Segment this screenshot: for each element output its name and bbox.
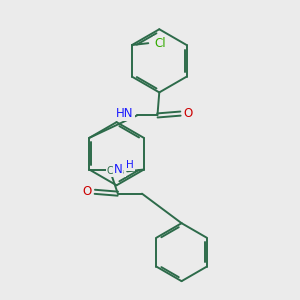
Text: CH₃: CH₃ bbox=[107, 167, 125, 176]
Text: Cl: Cl bbox=[154, 37, 166, 50]
Text: HN: HN bbox=[116, 107, 134, 121]
Text: O: O bbox=[183, 107, 193, 120]
Text: O: O bbox=[82, 185, 91, 198]
Text: H: H bbox=[126, 160, 134, 170]
Text: N: N bbox=[113, 163, 122, 176]
